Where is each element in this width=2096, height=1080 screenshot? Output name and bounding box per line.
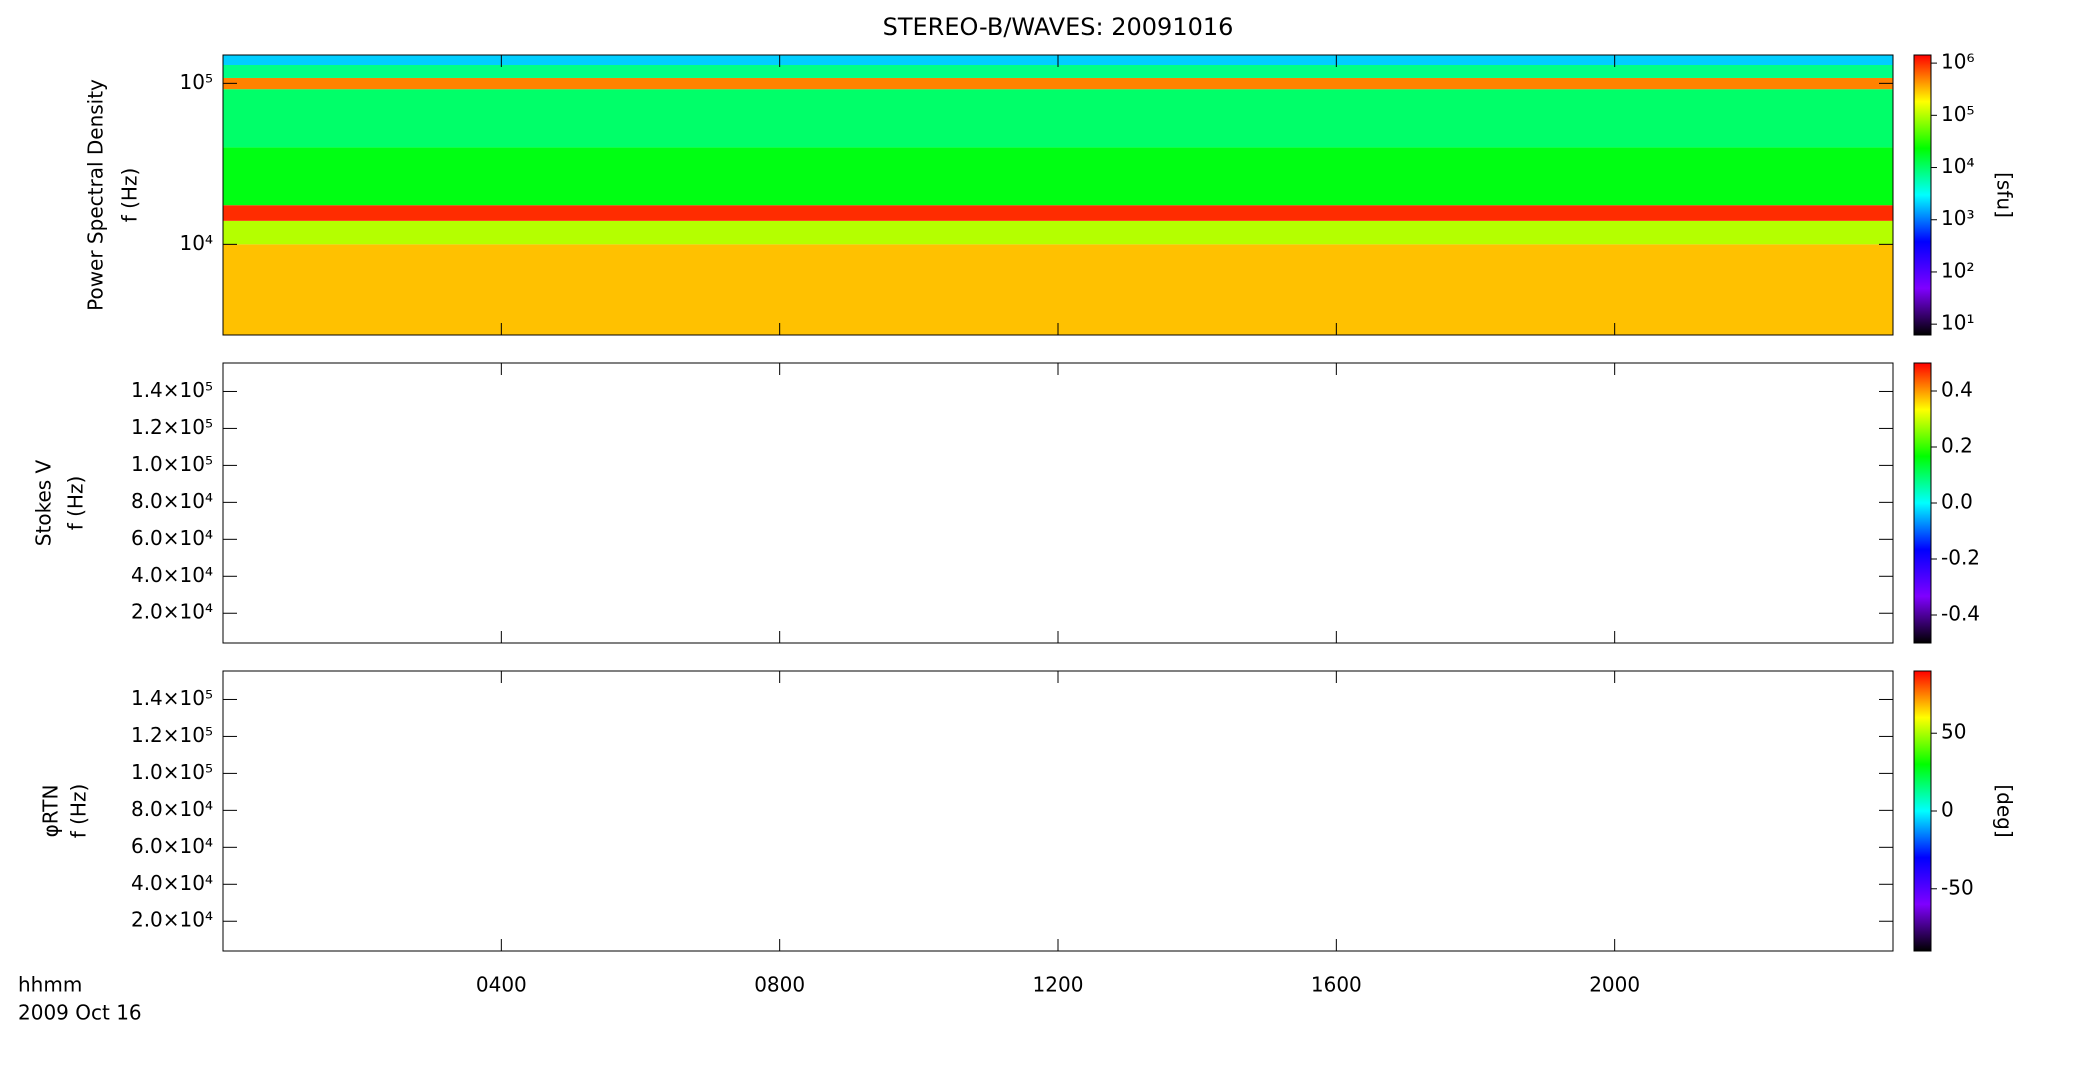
colorbar-tick-label: 10⁵ xyxy=(1941,102,1974,126)
spectrogram-band xyxy=(223,89,1893,148)
y-tick-label: 1.2×10⁵ xyxy=(131,723,213,747)
colorbar xyxy=(1913,362,1932,644)
y-tick-label: 1.4×10⁵ xyxy=(131,378,213,402)
colorbar-tick-label: -0.2 xyxy=(1941,546,1980,570)
y-tick-label: 1.0×10⁵ xyxy=(131,452,213,476)
x-tick-label: 2000 xyxy=(1589,973,1640,997)
y-tick-label: 8.0×10⁴ xyxy=(131,489,213,513)
y-tick-label: 2.0×10⁴ xyxy=(131,600,213,624)
y-tick-label: 10⁵ xyxy=(180,70,213,94)
y-tick-label: 8.0×10⁴ xyxy=(131,797,213,821)
colorbar-tick-label: 10⁴ xyxy=(1941,154,1974,178)
colorbar-tick-label: 0 xyxy=(1941,798,1954,822)
colorbar-label: [sfu] xyxy=(1993,172,2017,218)
colorbar xyxy=(1913,54,1932,336)
spectrogram-band xyxy=(223,220,1893,245)
colorbar-tick-label: 10³ xyxy=(1941,206,1974,230)
chart-title: STEREO-B/WAVES: 20091016 xyxy=(883,13,1234,41)
y-axis-label: f (Hz) xyxy=(118,168,142,223)
colorbar-tick-label: -0.4 xyxy=(1941,602,1980,626)
colorbar-tick-label: 10² xyxy=(1941,258,1974,282)
y-axis-label: f (Hz) xyxy=(67,784,91,839)
spectrogram-band xyxy=(223,205,1893,221)
x-tick-label: 1200 xyxy=(1033,973,1084,997)
y-tick-label: 6.0×10⁴ xyxy=(131,526,213,550)
x-axis-label: hhmm xyxy=(18,973,82,997)
x-axis-label: 2009 Oct 16 xyxy=(18,1001,142,1025)
y-tick-label: 10⁴ xyxy=(180,231,213,255)
spectrogram-band xyxy=(223,77,1893,90)
colorbar-label: [deg] xyxy=(1993,784,2017,837)
spectrogram-band xyxy=(223,147,1893,206)
y-axis-label: Power Spectral Density xyxy=(84,79,108,311)
colorbar-tick-label: 0.0 xyxy=(1941,490,1973,514)
colorbar-tick-label: 0.4 xyxy=(1941,378,1973,402)
y-tick-label: 4.0×10⁴ xyxy=(131,871,213,895)
y-tick-label: 2.0×10⁴ xyxy=(131,908,213,932)
x-tick-label: 0400 xyxy=(476,973,527,997)
colorbar-tick-label: 50 xyxy=(1941,720,1966,744)
y-axis-label: Stokes V xyxy=(32,459,56,546)
y-tick-label: 1.2×10⁵ xyxy=(131,415,213,439)
spectrogram-band xyxy=(223,65,1893,78)
y-axis-label: f (Hz) xyxy=(64,476,88,531)
y-tick-label: 6.0×10⁴ xyxy=(131,834,213,858)
spectrogram-band xyxy=(223,244,1893,335)
colorbar xyxy=(1913,670,1932,952)
y-tick-label: 1.0×10⁵ xyxy=(131,760,213,784)
colorbar-tick-label: 0.2 xyxy=(1941,434,1973,458)
y-tick-label: 1.4×10⁵ xyxy=(131,686,213,710)
plot-frame xyxy=(222,362,1894,644)
plot-frame xyxy=(222,670,1894,952)
x-tick-label: 1600 xyxy=(1311,973,1362,997)
colorbar-tick-label: -50 xyxy=(1941,875,1974,899)
y-tick-label: 4.0×10⁴ xyxy=(131,563,213,587)
x-tick-label: 0800 xyxy=(754,973,805,997)
colorbar-tick-label: 10⁶ xyxy=(1941,50,1974,74)
y-axis-label: φRTN xyxy=(39,785,63,838)
colorbar-tick-label: 10¹ xyxy=(1941,311,1974,335)
